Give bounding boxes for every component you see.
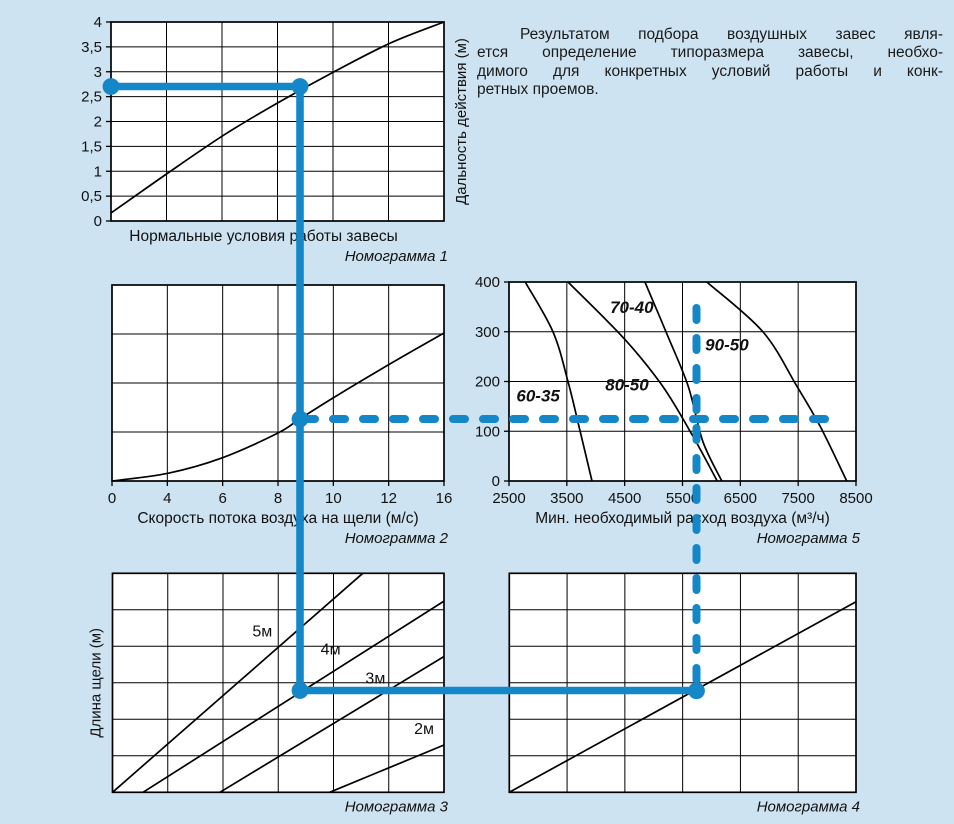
y-tick-label: 0	[492, 473, 500, 490]
x-tick-label: 4	[163, 490, 171, 507]
y-tick-label: 200	[475, 374, 500, 391]
y-tick-label: 3,5	[81, 39, 102, 56]
nomogram-3-label: Номограмма 3	[345, 798, 449, 815]
nomogram-2-label: Номограмма 2	[345, 530, 449, 547]
nomogram-2-caption: Скорость потока воздуха на щели (м/с)	[137, 510, 418, 527]
x-tick-label: 12	[380, 490, 397, 507]
nomogram-3-frame	[111, 572, 445, 794]
y-tick-label: 0	[94, 213, 102, 230]
intro-paragraph: Результатом подбора воздушных завес явля…	[477, 26, 943, 100]
y-tick-label: 2,5	[81, 89, 102, 106]
nomogram-1-chart: 4 3,5 3 2,5 2 1,5 1 0,5 0 Нормальные условия рабо…	[81, 14, 470, 265]
diagonal-line-3м	[219, 655, 445, 794]
diagonal-line-5м	[111, 572, 364, 793]
intro-line: ется определение типоразмера завесы, нео…	[477, 44, 943, 62]
nomogram-1-caption: Нормальные условия работы завесы	[129, 228, 397, 245]
line-label-4м: 4м	[321, 642, 341, 659]
curve-label-80-50: 80-50	[605, 375, 649, 394]
nomogram-5-chart: 2500 3500 4500 5500 6500 7500 8500 400 300 200 100…	[475, 274, 873, 547]
line-label-5м: 5м	[252, 623, 272, 640]
y-tick-label: 4	[94, 14, 102, 31]
nomogram-4-chart: Номограмма 4	[508, 572, 860, 815]
y-tick-label: 1	[94, 163, 102, 180]
diagonal-line-2м	[329, 744, 445, 794]
x-tick-label: 3500	[550, 490, 583, 507]
curve-70-40	[644, 281, 723, 482]
x-tick-label: 6	[218, 490, 226, 507]
curve-label-90-50: 90-50	[705, 336, 749, 355]
selection-dot	[688, 682, 705, 700]
selection-dot	[291, 410, 309, 428]
y-tick-label: 100	[475, 423, 500, 440]
nomogram-1-right-axis-label: Дальность действия (м)	[453, 38, 470, 205]
selection-dot	[291, 78, 309, 95]
nomogram-5-caption: Мин. необходимый расход воздуха (м³/ч)	[535, 510, 830, 527]
x-tick-label: 8500	[839, 490, 872, 507]
diagonal-line-4м	[142, 600, 445, 794]
y-tick-label: 300	[475, 324, 500, 341]
curve-90-50	[706, 281, 848, 482]
intro-line: димого для конкретных условий работы и к…	[477, 62, 943, 80]
nomogram-1-label: Номограмма 1	[345, 248, 448, 265]
nomogram-3-left-axis-label: Длина щели (м)	[88, 628, 105, 738]
nomogram-4-frame	[508, 572, 857, 794]
diagonal-line	[508, 601, 857, 794]
nomogram-5-label: Номограмма 5	[757, 530, 861, 547]
nomogram-2-curve	[111, 332, 445, 482]
selection-path	[102, 78, 837, 700]
y-tick-label: 3	[94, 64, 102, 81]
x-tick-label: 8	[274, 490, 282, 507]
y-tick-label: 0,5	[81, 188, 102, 205]
nomogram-2-chart: 0 4 6 8 10 12 16 Скорость потока воздуха на щел…	[108, 284, 453, 547]
selection-dot	[102, 78, 120, 95]
x-tick-label: 6500	[724, 490, 757, 507]
nomogram-4-label: Номограмма 4	[757, 798, 860, 815]
intro-line: ретных проемов.	[477, 81, 599, 99]
selection-dot	[291, 682, 309, 699]
y-tick-label: 2	[94, 114, 102, 131]
curve-80-50	[567, 281, 718, 482]
x-tick-label: 16	[436, 490, 453, 507]
nomogram-1-curve	[110, 21, 445, 214]
x-tick-label: 7500	[781, 490, 814, 507]
curve-label-60-35: 60-35	[516, 386, 560, 405]
line-label-2м: 2м	[414, 721, 434, 738]
curve-60-35	[524, 281, 593, 482]
x-tick-label: 4500	[608, 490, 641, 507]
y-tick-label: 400	[475, 274, 500, 291]
x-tick-label: 2500	[492, 490, 525, 507]
line-label-3м: 3м	[365, 670, 385, 687]
curve-label-70-40: 70-40	[610, 298, 654, 317]
intro-line: Результатом подбора воздушных завес явля…	[520, 26, 943, 43]
x-tick-label: 5500	[666, 490, 699, 507]
x-tick-label: 0	[108, 490, 116, 507]
x-tick-label: 10	[325, 490, 342, 507]
nomogram-3-chart: 5м 4м 3м 2м Номограмма 3 Длина щели (м)	[88, 572, 449, 815]
y-tick-label: 1,5	[81, 138, 102, 155]
